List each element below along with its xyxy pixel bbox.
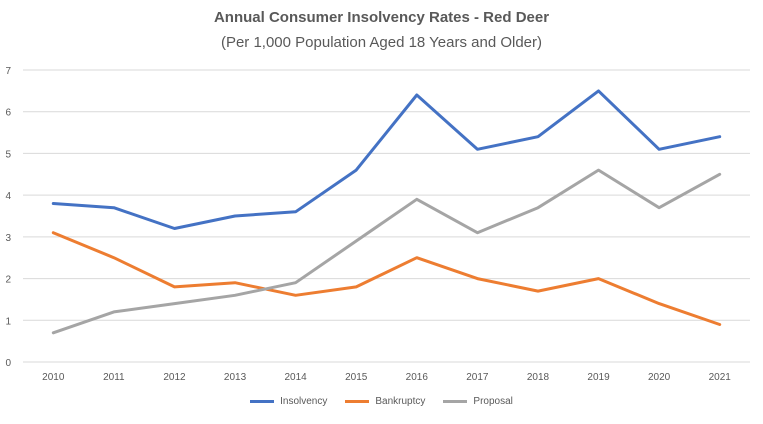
y-tick-label: 2 [5, 275, 11, 286]
series-line-bankruptcy [51, 231, 722, 326]
x-tick-label: 2010 [42, 372, 65, 383]
y-axis-ticks: 0 1 2 3 4 5 6 7 [5, 66, 11, 369]
legend-item-insolvency: Insolvency [250, 396, 327, 407]
x-axis-ticks: 2010 2011 2012 2013 2014 2015 2016 2017 2018 2019… [42, 372, 731, 383]
x-tick-label: 2014 [285, 372, 308, 383]
x-tick-label: 2013 [224, 372, 247, 383]
legend-label: Insolvency [280, 396, 328, 407]
legend-item-proposal: Proposal [443, 396, 513, 407]
x-tick-label: 2019 [587, 372, 610, 383]
y-tick-label: 6 [5, 108, 11, 119]
x-tick-label: 2018 [527, 372, 550, 383]
x-tick-label: 2020 [648, 372, 671, 383]
legend-swatch [443, 400, 468, 403]
x-tick-label: 2012 [163, 372, 186, 383]
gridlines [23, 69, 750, 363]
legend-swatch [250, 400, 275, 403]
x-tick-label: 2017 [466, 372, 489, 383]
series-lines [51, 89, 722, 335]
legend-swatch [345, 400, 370, 403]
x-tick-label: 2021 [709, 372, 732, 383]
y-tick-label: 4 [5, 191, 11, 202]
chart-title: Annual Consumer Insolvency Rates - Red D… [213, 9, 550, 26]
series-line-proposal [51, 168, 722, 335]
y-tick-label: 3 [5, 233, 11, 244]
chart-subtitle: (Per 1,000 Population Aged 18 Years and … [220, 34, 543, 51]
y-tick-label: 7 [5, 66, 11, 77]
legend-label: Bankruptcy [375, 396, 426, 407]
y-tick-label: 1 [5, 316, 11, 327]
x-tick-label: 2011 [103, 372, 125, 383]
legend: Insolvency Bankruptcy Proposal [0, 396, 763, 407]
series-line-insolvency [51, 89, 722, 230]
y-tick-label: 0 [5, 358, 11, 369]
legend-item-bankruptcy: Bankruptcy [345, 396, 425, 407]
y-tick-label: 5 [5, 149, 11, 160]
x-tick-label: 2015 [345, 372, 368, 383]
legend-label: Proposal [473, 396, 513, 407]
x-tick-label: 2016 [406, 372, 429, 383]
